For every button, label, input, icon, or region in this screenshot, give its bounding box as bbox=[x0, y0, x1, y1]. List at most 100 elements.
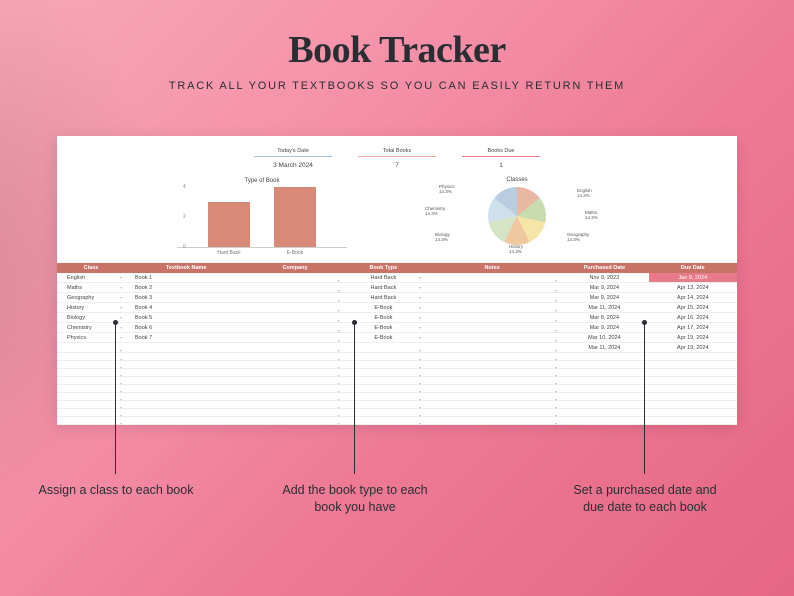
cell-purchased[interactable]: Mar 11, 2024 bbox=[560, 343, 648, 353]
cell-textbook[interactable] bbox=[125, 343, 247, 353]
cell-textbook[interactable]: Book 5 bbox=[125, 313, 247, 323]
table-row-empty[interactable] bbox=[57, 369, 737, 377]
table-row[interactable]: Physics Book 7 E-Book Mar 10, 2024 Apr 1… bbox=[57, 333, 737, 343]
table-row-empty[interactable] bbox=[57, 417, 737, 425]
page-subtitle: TRACK ALL YOUR TEXTBOOKS SO YOU CAN EASI… bbox=[0, 80, 794, 92]
cell-textbook[interactable]: Book 2 bbox=[125, 283, 247, 293]
table-header-cell: Purchased Date bbox=[560, 263, 648, 273]
table-row[interactable]: Chemistry Book 6 E-Book Mar 9, 2024 Apr … bbox=[57, 323, 737, 333]
cell-due[interactable]: Jan 9, 2024 bbox=[649, 273, 737, 283]
stat-label: Total Books bbox=[358, 146, 436, 157]
bar-xlabel: Hard Back bbox=[208, 250, 250, 256]
table-row[interactable]: Geography Book 3 Hard Back Mar 9, 2024 A… bbox=[57, 293, 737, 303]
cell-booktype[interactable]: Hard Back bbox=[343, 283, 425, 293]
table-header-cell: Due Date bbox=[649, 263, 737, 273]
table-header-cell: Notes bbox=[424, 263, 560, 273]
cell-company[interactable] bbox=[247, 273, 342, 283]
pie-label: Geography14.3% bbox=[567, 233, 589, 243]
table-row-empty[interactable] bbox=[57, 361, 737, 369]
table-row[interactable]: Maths Book 2 Hard Back Mar 9, 2024 Apr 1… bbox=[57, 283, 737, 293]
stat-box: Books Due 1 bbox=[462, 146, 540, 171]
books-table: ClassTextbook NameCompanyBook TypeNotesP… bbox=[57, 263, 737, 425]
bar-chart-title: Type of Book bbox=[177, 178, 347, 184]
table-header-cell: Class bbox=[57, 263, 125, 273]
cell-textbook[interactable]: Book 4 bbox=[125, 303, 247, 313]
charts-row: Type of Book 024 Hard BackE-Book Classes… bbox=[57, 171, 737, 263]
cell-due[interactable]: Apr 17, 2024 bbox=[649, 323, 737, 333]
cell-company[interactable] bbox=[247, 313, 342, 323]
cell-purchased[interactable]: Mar 8, 2024 bbox=[560, 313, 648, 323]
cell-textbook[interactable]: Book 3 bbox=[125, 293, 247, 303]
pie-label: History14.3% bbox=[509, 245, 523, 255]
callout-booktype: Add the book type to each book you have bbox=[275, 482, 435, 516]
table-row-empty[interactable] bbox=[57, 385, 737, 393]
cell-purchased[interactable]: Mar 10, 2024 bbox=[560, 333, 648, 343]
cell-due[interactable]: Apr 14, 2024 bbox=[649, 293, 737, 303]
bar-chart-xlabels: Hard Back E-Book bbox=[177, 250, 347, 256]
table-row[interactable]: English Book 1 Hard Back Nov 9, 2023 Jan… bbox=[57, 273, 737, 283]
pie-label: Chemistry14.3% bbox=[425, 207, 445, 217]
cell-notes[interactable] bbox=[424, 313, 560, 323]
table-row[interactable]: Biology Book 5 E-Book Mar 8, 2024 Apr 16… bbox=[57, 313, 737, 323]
cell-textbook[interactable]: Book 1 bbox=[125, 273, 247, 283]
bar-xlabel: E-Book bbox=[274, 250, 316, 256]
bar-ytick: 2 bbox=[183, 214, 186, 220]
cell-company[interactable] bbox=[247, 303, 342, 313]
stat-value: 3 March 2024 bbox=[254, 160, 332, 171]
table-header-cell: Textbook Name bbox=[125, 263, 247, 273]
table-body: English Book 1 Hard Back Nov 9, 2023 Jan… bbox=[57, 273, 737, 425]
table-row-empty[interactable] bbox=[57, 377, 737, 385]
stat-label: Books Due bbox=[462, 146, 540, 157]
cell-purchased[interactable]: Mar 9, 2024 bbox=[560, 323, 648, 333]
cell-textbook[interactable]: Book 6 bbox=[125, 323, 247, 333]
table-row-empty[interactable] bbox=[57, 401, 737, 409]
callout-line bbox=[115, 324, 116, 474]
cell-purchased[interactable]: Mar 11, 2024 bbox=[560, 303, 648, 313]
cell-company[interactable] bbox=[247, 293, 342, 303]
table-row[interactable]: History Book 4 E-Book Mar 11, 2024 Apr 1… bbox=[57, 303, 737, 313]
cell-notes[interactable] bbox=[424, 343, 560, 353]
pie-label: Physics14.3% bbox=[439, 185, 455, 195]
header-block: Book Tracker TRACK ALL YOUR TEXTBOOKS SO… bbox=[0, 0, 794, 92]
table-row-empty[interactable] bbox=[57, 393, 737, 401]
cell-purchased[interactable]: Mar 9, 2024 bbox=[560, 283, 648, 293]
cell-notes[interactable] bbox=[424, 273, 560, 283]
cell-notes[interactable] bbox=[424, 283, 560, 293]
bar-ytick: 0 bbox=[183, 244, 186, 250]
cell-company[interactable] bbox=[247, 323, 342, 333]
cell-class[interactable]: History bbox=[57, 303, 125, 313]
pie-label: English14.3% bbox=[577, 189, 592, 199]
table-header-cell: Book Type bbox=[343, 263, 425, 273]
cell-notes[interactable] bbox=[424, 293, 560, 303]
cell-purchased[interactable]: Mar 9, 2024 bbox=[560, 293, 648, 303]
cell-booktype[interactable]: Hard Back bbox=[343, 273, 425, 283]
cell-booktype[interactable]: E-Book bbox=[343, 303, 425, 313]
table-row[interactable]: Mar 11, 2024 Apr 19, 2024 bbox=[57, 343, 737, 353]
callout-class: Assign a class to each book bbox=[36, 482, 196, 499]
cell-due[interactable]: Apr 15, 2024 bbox=[649, 303, 737, 313]
callout-dates: Set a purchased date and due date to eac… bbox=[565, 482, 725, 516]
cell-due[interactable]: Apr 13, 2024 bbox=[649, 283, 737, 293]
cell-company[interactable] bbox=[247, 333, 342, 343]
cell-notes[interactable] bbox=[424, 333, 560, 343]
cell-due[interactable]: Apr 16, 2024 bbox=[649, 313, 737, 323]
cell-due[interactable]: Apr 19, 2024 bbox=[649, 343, 737, 353]
cell-class[interactable]: Maths bbox=[57, 283, 125, 293]
cell-company[interactable] bbox=[247, 283, 342, 293]
cell-notes[interactable] bbox=[424, 303, 560, 313]
cell-notes[interactable] bbox=[424, 323, 560, 333]
cell-class[interactable]: Geography bbox=[57, 293, 125, 303]
cell-purchased[interactable]: Nov 9, 2023 bbox=[560, 273, 648, 283]
table-row-empty[interactable] bbox=[57, 353, 737, 361]
pie-label: Maths14.3% bbox=[585, 211, 598, 221]
cell-due[interactable]: Apr 19, 2024 bbox=[649, 333, 737, 343]
stat-box: Today's Date 3 March 2024 bbox=[254, 146, 332, 171]
spreadsheet-panel: Today's Date 3 March 2024Total Books 7Bo… bbox=[57, 136, 737, 424]
table-row-empty[interactable] bbox=[57, 409, 737, 417]
table-header-row: ClassTextbook NameCompanyBook TypeNotesP… bbox=[57, 263, 737, 273]
cell-textbook[interactable]: Book 7 bbox=[125, 333, 247, 343]
cell-company[interactable] bbox=[247, 343, 342, 353]
cell-booktype[interactable]: Hard Back bbox=[343, 293, 425, 303]
cell-class[interactable]: English bbox=[57, 273, 125, 283]
bar-chart-plot: 024 bbox=[177, 188, 347, 248]
